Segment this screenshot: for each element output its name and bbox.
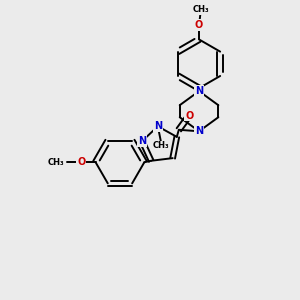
Text: CH₃: CH₃: [47, 158, 64, 167]
Text: N: N: [138, 136, 146, 146]
Text: CH₃: CH₃: [152, 141, 169, 150]
Text: O: O: [77, 157, 86, 167]
Text: CH₃: CH₃: [192, 5, 209, 14]
Text: O: O: [195, 20, 203, 30]
Text: O: O: [185, 110, 194, 121]
Text: N: N: [195, 86, 203, 96]
Text: N: N: [154, 122, 162, 131]
Text: N: N: [195, 126, 203, 136]
